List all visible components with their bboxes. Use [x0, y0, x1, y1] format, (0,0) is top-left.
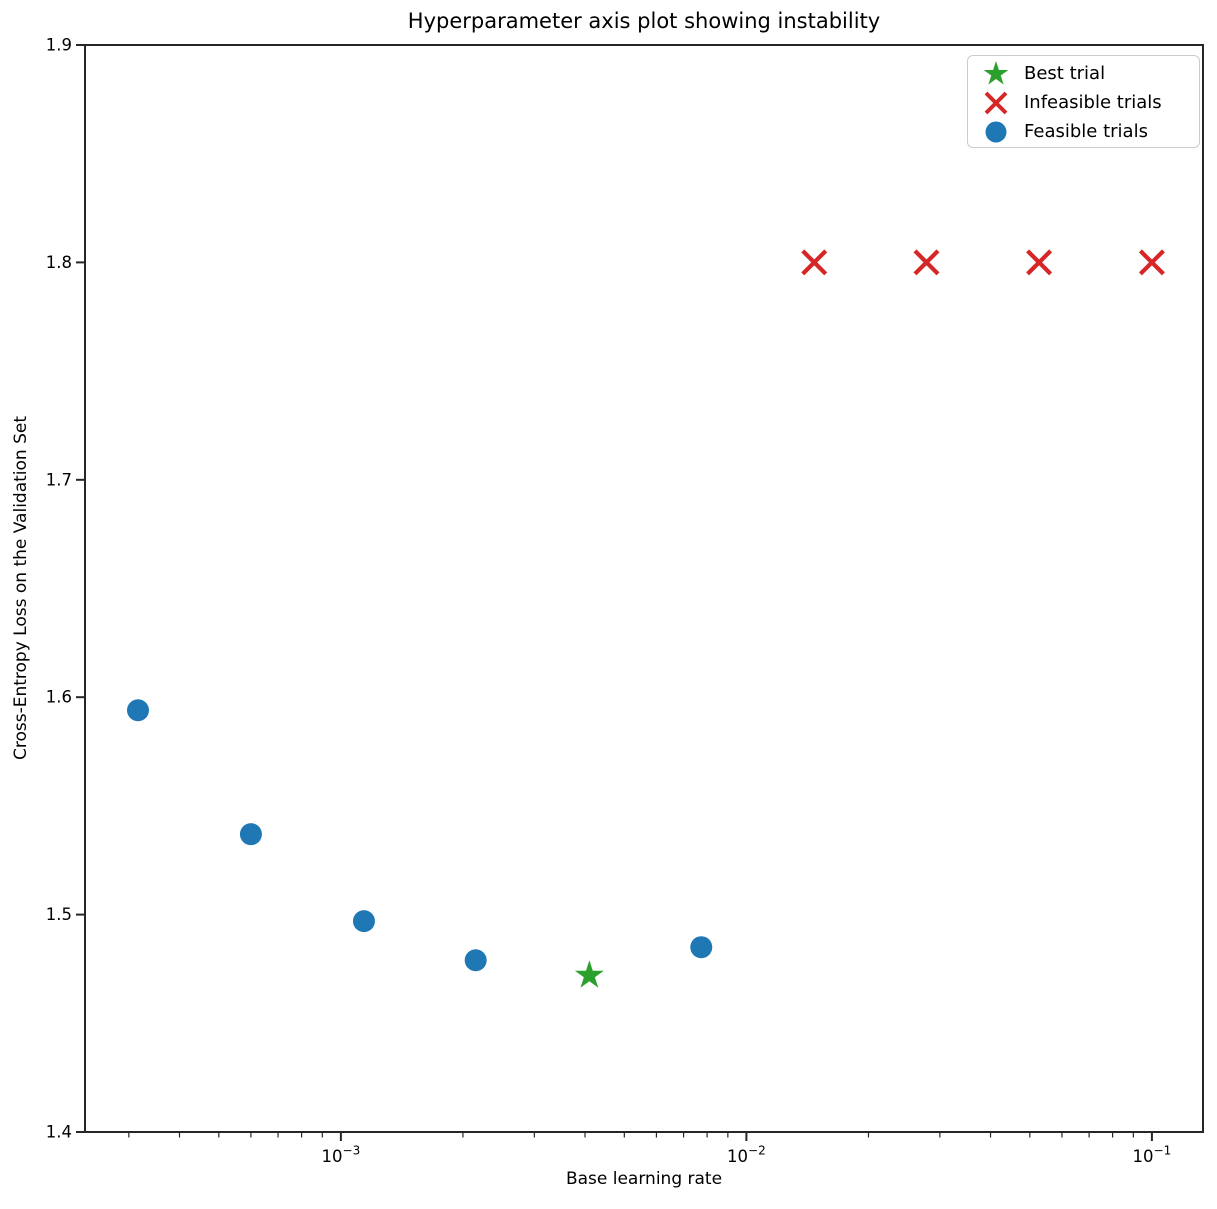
chart-title: Hyperparameter axis plot showing instabi…: [407, 9, 881, 33]
data-point-best-trial: [574, 960, 604, 988]
x-tick-label: 10−3: [322, 1144, 361, 1167]
legend-item-best-trial: Best trial: [968, 59, 1199, 88]
legend-item-infeasible-trials: Infeasible trials: [968, 88, 1199, 117]
legend: Best trial Infeasible trials Feasible tr…: [967, 55, 1200, 148]
data-point-infeasible-trials: [1026, 249, 1053, 276]
y-tick-label: 1.4: [46, 1123, 72, 1142]
data-point-feasible-trials: [690, 936, 713, 959]
data-point-infeasible-trials: [801, 249, 828, 276]
data-point-feasible-trials: [126, 699, 149, 722]
data-point-feasible-trials: [464, 949, 487, 972]
y-tick-label: 1.9: [46, 36, 72, 55]
x-tick-label: 10−2: [727, 1144, 766, 1167]
circle-icon: [985, 121, 1007, 142]
legend-label-best-trial: Best trial: [1024, 63, 1106, 84]
star-icon: [983, 60, 1009, 85]
legend-label-feasible-trials: Feasible trials: [1024, 121, 1148, 142]
data-point-infeasible-trials: [913, 249, 940, 276]
legend-item-feasible-trials: Feasible trials: [968, 117, 1199, 146]
data-point-feasible-trials: [239, 823, 262, 846]
x-icon: [984, 91, 1008, 114]
y-tick-label: 1.5: [46, 905, 72, 924]
data-point-infeasible-trials: [1138, 249, 1165, 276]
y-tick-label: 1.6: [46, 688, 72, 707]
x-tick-label: 10−1: [1133, 1144, 1172, 1167]
y-axis-label: Cross-Entropy Loss on the Validation Set: [11, 415, 31, 761]
y-tick-label: 1.8: [46, 253, 72, 272]
plot-frame: [84, 44, 1204, 1133]
data-point-feasible-trials: [352, 910, 375, 933]
legend-label-infeasible-trials: Infeasible trials: [1024, 92, 1162, 113]
x-axis-label: Base learning rate: [565, 1169, 723, 1189]
y-tick-label: 1.7: [46, 470, 72, 489]
